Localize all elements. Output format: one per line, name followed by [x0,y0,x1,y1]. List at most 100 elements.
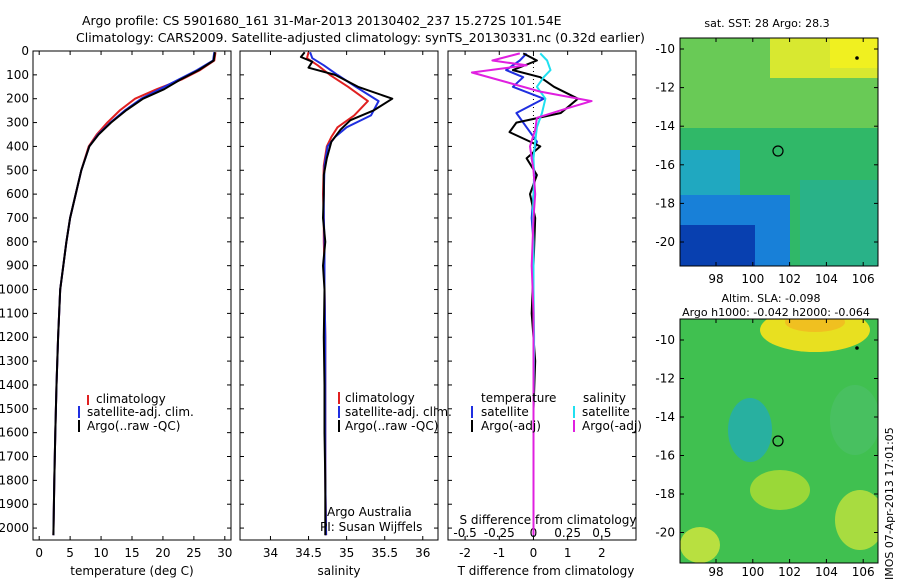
temperature-legend: climatology satellite-adj. clim. Argo(..… [78,392,194,433]
x-tick-label: 25 [186,546,201,560]
x-tick-label: 35.5 [371,546,398,560]
sla-map-field [680,319,878,563]
sst-map-axes: -10 -12 -14 -16 -18 -20 98 100 102 104 106 [655,38,878,286]
sla-highest-north [785,319,845,332]
legend-t-satellite-label: satellite [481,405,529,419]
temperature-series [52,52,217,536]
depth-tick-label: 600 [6,187,29,201]
island-marker [855,56,859,60]
depth-tick-label: 1600 [0,426,29,440]
sst-map-frame [679,37,879,267]
temperature-x-axis: 0 5 10 15 20 25 30 [35,51,232,560]
x-tick-label: 10 [93,546,108,560]
series-line-climatology [306,51,369,536]
lon-tick-label: 102 [778,272,801,286]
depth-tick-label: 1000 [0,283,29,297]
x-tick-label: 36 [415,546,430,560]
lon-tick-label: 100 [741,272,764,286]
difference-plot-frame [447,50,637,541]
depth-tick-label: 100 [6,68,29,82]
sla-low-west [728,398,772,462]
legend-temperature-heading: temperature [481,391,556,405]
depth-axis: 0 100 200 300 400 500 600 700 800 900 1000 1100 1200… [0,44,636,535]
depth-tick-label: 0 [21,44,29,58]
x-tick-label: 2 [598,546,606,560]
lat-tick-label: -14 [655,119,675,133]
temperature-plot-frame [32,50,232,541]
legend-t-argo-label: Argo(-adj) [481,419,541,433]
header-line-1: Argo profile: CS 5901680_161 31-Mar-2013… [82,13,562,28]
s-difference-x-axis: -0.5 -0.25 0 0.25 0.5 [453,526,611,540]
imos-timestamp: IMOS 07-Apr-2013 17:01:05 [883,427,896,580]
legend-argo-label: Argo(..raw -QC) [87,419,180,433]
depth-tick-label: 500 [6,163,29,177]
depth-tick-label: 800 [6,235,29,249]
series-line-satellite-adj-clim- [52,52,216,536]
lon-tick-label: 106 [852,565,875,579]
x-tick-label: 15 [124,546,139,560]
s-difference-tick-label: 0.25 [554,526,581,540]
legend-satellite-label: satellite-adj. clim. [87,405,194,419]
lat-tick-label: -20 [655,235,675,249]
lon-tick-label: 106 [852,272,875,286]
x-tick-label: 20 [155,546,170,560]
s-difference-x-label: S difference from climatology [460,513,637,527]
sla-mid-east [830,385,878,455]
lon-tick-label: 98 [708,565,723,579]
x-tick-label: 30 [217,546,232,560]
legend-climatology-label: climatology [96,392,166,406]
legend-argo-label: Argo(..raw -QC) [345,419,438,433]
lat-tick-label: -12 [655,372,675,386]
temperature-x-label: temperature (deg C) [70,564,193,578]
series-line-salinity-argo-adj- [470,52,593,536]
x-tick-label: -2 [459,546,471,560]
lon-tick-label: 104 [815,272,838,286]
salinity-legend: climatology satellite-adj. clim. Argo(..… [338,391,452,433]
depth-tick-label: 900 [6,259,29,273]
s-difference-tick-label: -0.25 [484,526,515,540]
x-tick-label: 35 [339,546,354,560]
x-tick-label: 1 [564,546,572,560]
lon-tick-label: 104 [815,565,838,579]
sla-map-title-2: Argo h1000: -0.042 h2000: -0.064 [682,306,870,319]
salinity-x-axis: 34 34.5 35 35.5 36 [263,51,430,560]
depth-tick-label: 400 [6,139,29,153]
argo-location-marker [772,145,784,157]
lat-tick-label: -12 [655,81,675,95]
depth-tick-label: 1900 [0,497,29,511]
legend-s-argo-label: Argo(-adj) [582,419,642,433]
lat-tick-label: -16 [655,449,675,463]
salinity-plot-frame [239,50,439,541]
sla-high-southwest [680,527,720,563]
series-line-climatology [52,52,217,536]
depth-tick-label: 1100 [0,306,29,320]
s-difference-tick-label: -0.5 [453,526,476,540]
series-line-argo-raw-qc- [52,52,216,536]
lat-tick-label: -14 [655,410,675,424]
argo-location-marker [772,435,784,447]
depth-tick-label: 1300 [0,354,29,368]
header-line-2: Climatology: CARS2009. Satellite-adjuste… [76,30,645,45]
sla-high-southeast [835,490,878,550]
lat-tick-label: -18 [655,487,675,501]
sla-map-axes: -10 -12 -14 -16 -18 -20 98 100 102 104 106 [655,319,878,579]
x-tick-label: 34.5 [295,546,322,560]
sla-high-south [750,470,810,510]
depth-tick-label: 1800 [0,473,29,487]
series-line-temperature-argo-adj- [508,52,579,536]
series-line-argo-raw-qc- [299,51,394,536]
sst-coolest-southwest [680,225,755,266]
lat-tick-label: -20 [655,526,675,540]
sla-high-north [760,319,870,352]
depth-tick-label: 1400 [0,378,29,392]
legend-s-satellite-label: satellite [582,405,630,419]
lat-tick-label: -10 [655,333,675,347]
difference-legend: temperature salinity satellite Argo(-adj… [471,391,642,433]
t-difference-x-label: T difference from climatology [457,564,635,578]
salinity-x-label: salinity [317,564,360,578]
depth-tick-label: 1500 [0,402,29,416]
lat-tick-label: -10 [655,42,675,56]
depth-tick-label: 1700 [0,450,29,464]
x-tick-label: -1 [493,546,505,560]
